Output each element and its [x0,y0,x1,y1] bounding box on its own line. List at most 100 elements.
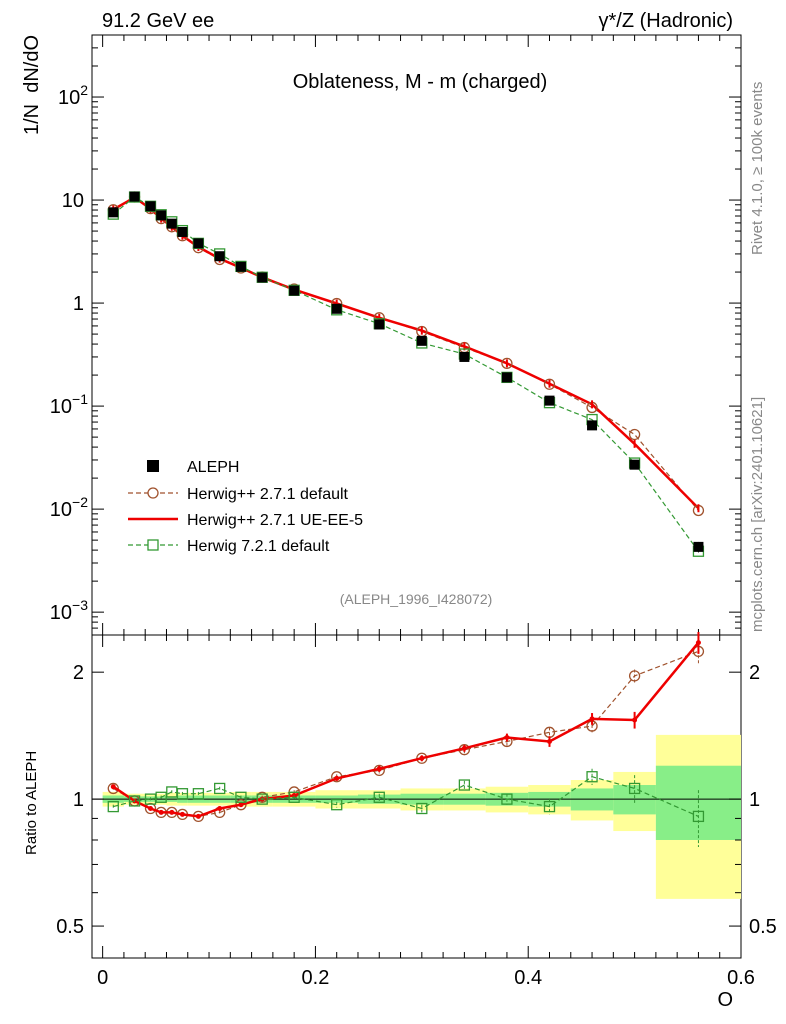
ratio-line-2 [113,776,699,817]
data-point [257,272,268,283]
legend-marker-data [147,460,159,472]
ratio-y-tick-label: 1 [73,789,84,811]
series-point-circle [501,357,513,369]
data-point [374,319,385,330]
y-tick-label-exp: 2 [80,82,88,98]
data-point [501,372,512,383]
data-point [145,201,156,212]
y-tick-label: 1 [73,293,84,315]
ratio-point-circle [107,782,119,795]
x-tick-label: 0.4 [514,967,542,989]
x-tick-label: 0 [97,967,108,989]
ratio-point-circle [628,670,641,682]
ratio-y-tick-label-right: 2 [749,662,760,684]
header-left: 91.2 GeV ee [102,10,214,32]
data-point [331,303,342,314]
ratio-point-dot [110,784,116,790]
y-axis-label: 1/N dN/dO [21,35,43,135]
ratio-point-dot [504,734,510,740]
analysis-tag: (ALEPH_1996_I428072) [340,591,493,607]
ratio-point-dot [546,738,552,744]
ratio-point-square [586,771,598,783]
series-point-circle [543,378,556,390]
ratio-point-dot [158,809,164,815]
ratio-y-tick-label-right: 1 [749,789,760,811]
legend-label: Herwig++ 2.7.1 default [187,486,349,503]
ratio-point-square [416,802,428,815]
ratio-point-square [128,795,141,807]
ratio-point-square [256,793,268,805]
ratio-point-square [288,791,300,803]
ratio-point-square [628,782,641,795]
data-point [459,351,470,362]
ratio-point-square [501,793,513,805]
ratio-point-square [543,800,556,813]
ratio-point-dot [461,745,467,751]
data-point [108,207,119,218]
data-point [166,218,177,229]
ratio-point-dot [169,809,175,815]
ratio-point-dot [238,802,244,808]
x-tick-label: 0.6 [727,967,755,989]
legend-marker-square [147,539,159,551]
y-tick-label-exp: −1 [72,391,88,407]
y-tick-label-base: 10 [50,396,72,418]
data-point [129,191,140,202]
ratio-point-dot [376,766,382,772]
ratio-point-dot [179,811,185,817]
ratio-point-dot [217,806,223,812]
data-point [416,335,427,346]
series-point-circle [628,428,641,441]
ratio-point-dot [195,813,201,819]
y-tick-label-base: 10 [50,602,72,624]
ratio-y-tick-label: 0.5 [56,916,84,938]
data-point [587,420,598,431]
y-tick-label-exp: −3 [72,597,88,613]
ratio-point-square [107,800,119,813]
y-tick-label: 10−2 [50,494,88,521]
data-point [156,210,167,221]
ratio-point-square [235,791,247,803]
y-tick-label-base: 10 [50,499,72,521]
ratio-series [107,632,705,847]
data-point [629,459,640,470]
ratio-band-green [613,785,656,815]
legend-label: Herwig++ 2.7.1 UE-EE-5 [187,512,363,529]
ratio-point-square [331,799,343,811]
ratio-point-dot [695,640,701,646]
y-tick-label: 102 [58,82,88,109]
y-tick-label: 10−1 [50,391,88,418]
ratio-point-dot [589,716,595,722]
legend: ALEPH Herwig++ 2.7.1 default Herwig++ 2.7.… [128,459,363,555]
legend-label: ALEPH [187,459,239,476]
ratio-point-square [692,810,705,823]
data-point [214,251,225,262]
ratio-point-dot [632,717,638,723]
ratio-axis-ticks: 0.5 0.5 1 1 2 2 0 0.2 0.4 0.6 [56,635,777,989]
ratio-y-tick-label-right: 0.5 [749,916,777,938]
ratio-point-square [176,788,189,800]
main-series [107,191,705,557]
ratio-y-axis-label: Ratio to ALEPH [23,751,40,855]
data-point [235,261,246,272]
y-tick-label: 10−3 [50,597,88,624]
data-point [177,226,188,237]
data-point [544,395,555,406]
ratio-point-dot [419,755,425,761]
ratio-point-dot [148,806,154,812]
ratio-point-square [192,788,205,800]
ratio-point-dot [334,775,340,781]
ratio-y-tick-label: 2 [73,662,84,684]
ratio-point-square [214,782,226,795]
y-tick-label-base: 10 [58,87,80,109]
ratio-point-square [373,791,385,803]
header-right: γ*/Z (Hadronic) [599,10,733,32]
mcplots-label: mcplots.cern.ch [arXiv:2401.10621] [749,397,766,632]
ratio-panel: 0.5 0.5 1 1 2 2 0 0.2 0.4 0.6 Ratio to ALEPH O [23,632,777,1011]
data-point [693,541,704,552]
series-line-3 [112,196,699,552]
ratio-point-square [458,779,471,791]
